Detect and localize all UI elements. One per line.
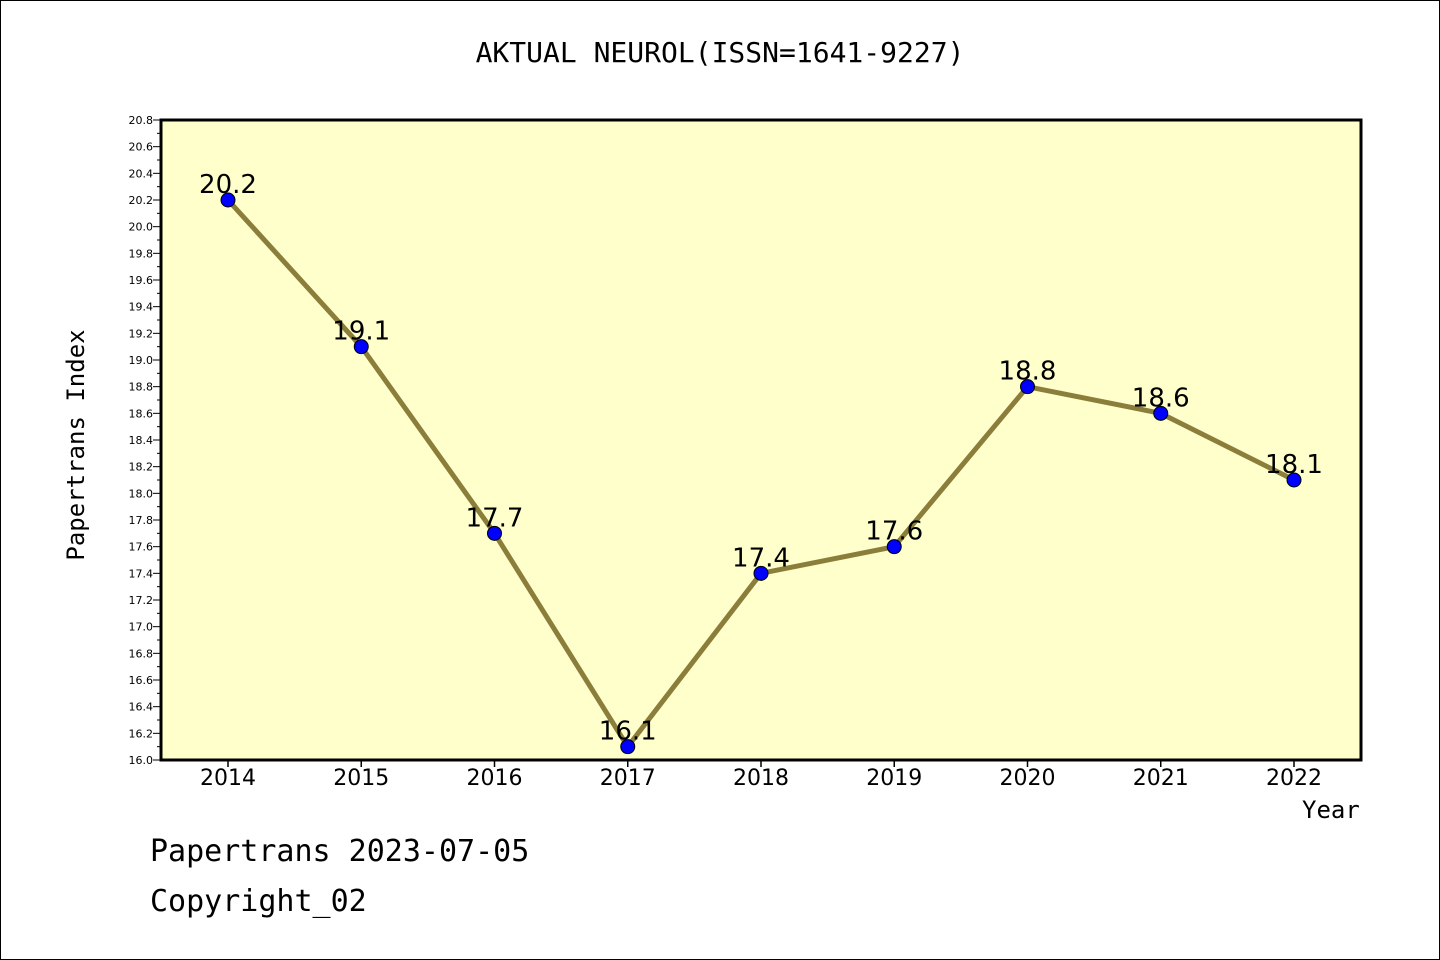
y-tick-label: 18.2: [129, 461, 154, 474]
footer-date: Papertrans 2023-07-05: [150, 834, 530, 869]
y-tick-label: 20.4: [129, 167, 154, 180]
x-tick-label: 2015: [333, 766, 389, 791]
y-tick-label: 20.0: [129, 221, 154, 234]
data-point: [353, 339, 369, 355]
y-tick-label: 16.2: [129, 727, 154, 740]
x-tick-label: 2016: [467, 766, 523, 791]
y-tick-label: 19.0: [129, 354, 154, 367]
data-label: 20.2: [199, 170, 257, 200]
y-tick-label: 20.2: [129, 194, 154, 207]
data-point: [753, 565, 769, 581]
plot-area: [159, 118, 1363, 762]
footer-copyright: Copyright_02: [150, 884, 367, 919]
y-tick-label: 16.8: [129, 647, 154, 660]
y-tick-label: 18.4: [129, 434, 154, 447]
x-tick-label: 2018: [733, 766, 789, 791]
y-tick-label: 17.4: [129, 567, 154, 580]
y-tick-label: 16.6: [129, 674, 154, 687]
x-tick-label: 2019: [866, 766, 922, 791]
y-axis: 16.0 16.2 16.4 16.6 16.8 17.0 17.2 17.4 17.6 17.8…: [129, 114, 161, 767]
y-tick-label: 20.6: [129, 141, 154, 154]
data-point: [220, 192, 236, 208]
x-tick-label: 2017: [600, 766, 656, 791]
y-tick-label: 18.0: [129, 487, 154, 500]
x-axis-label: Year: [1302, 796, 1360, 824]
data-point: [620, 739, 636, 755]
y-tick-label: 19.6: [129, 274, 154, 287]
y-tick-label: 17.0: [129, 621, 154, 634]
y-tick-label: 17.2: [129, 594, 154, 607]
y-tick-label: 16.0: [129, 754, 154, 767]
data-labels: 20.2 19.1 17.7 16.1 17.4 17.6 18.8 18.6 18.1: [199, 170, 1323, 747]
data-point: [487, 525, 502, 541]
y-tick-label: 17.8: [129, 514, 154, 527]
x-tick-label: 2022: [1266, 766, 1322, 791]
data-label: 19.1: [332, 317, 390, 347]
data-label: 17.4: [732, 543, 790, 573]
data-label: 18.8: [999, 357, 1057, 387]
y-tick-label: 17.6: [129, 541, 154, 554]
x-tick-label: 2021: [1133, 766, 1189, 791]
y-tick-label: 18.6: [129, 407, 154, 420]
data-label: 17.6: [865, 517, 923, 547]
y-tick-label: 19.8: [129, 247, 154, 260]
data-point: [1286, 472, 1302, 488]
data-point: [1153, 405, 1169, 421]
y-tick-label: 20.8: [129, 114, 154, 127]
data-label: 18.6: [1132, 383, 1190, 413]
y-tick-label: 19.2: [129, 327, 154, 340]
y-tick-label: 18.8: [129, 381, 154, 394]
x-axis: 2014 2015 2016 2017 2018 2019 2020 2021 2022: [200, 760, 1322, 791]
data-point: [1020, 379, 1035, 395]
chart-title: AKTUAL NEUROL(ISSN=1641-9227): [475, 36, 965, 69]
data-label: 18.1: [1265, 450, 1323, 480]
data-label: 17.7: [466, 503, 524, 533]
data-point: [886, 539, 902, 555]
y-tick-label: 16.4: [129, 701, 154, 714]
data-label: 16.1: [599, 717, 657, 747]
x-tick-label: 2014: [200, 766, 256, 791]
x-tick-label: 2020: [1000, 766, 1056, 791]
y-tick-label: 19.4: [129, 301, 154, 314]
data-markers: [220, 192, 1302, 755]
